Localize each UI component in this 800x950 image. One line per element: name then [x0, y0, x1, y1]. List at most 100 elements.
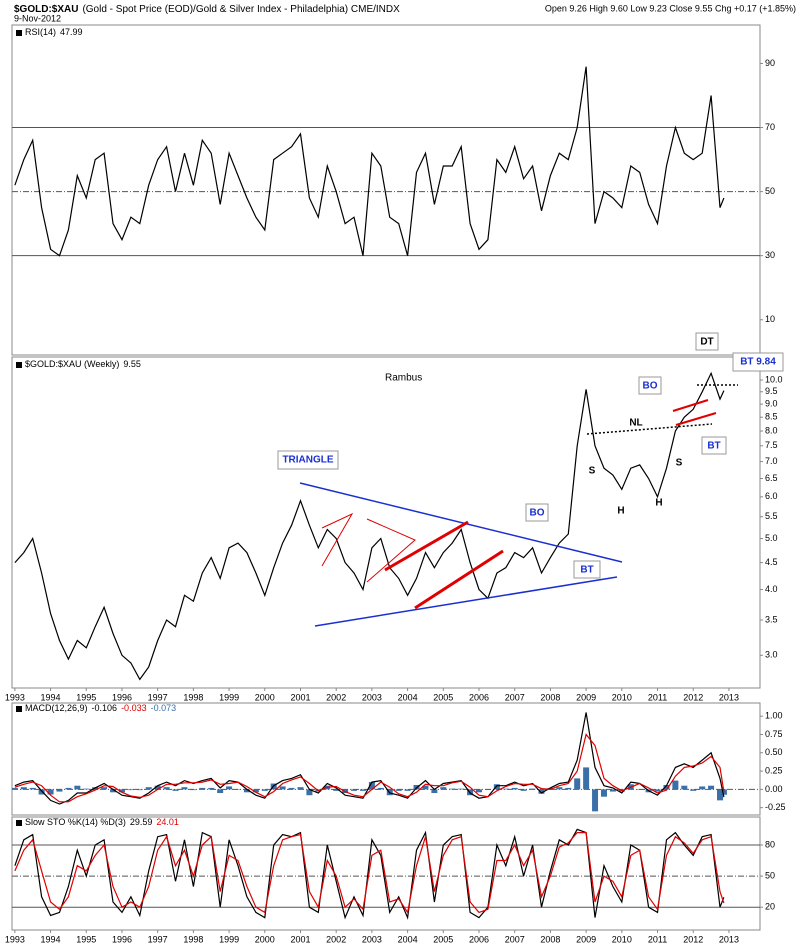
trendline: [366, 518, 416, 583]
x-tick-label: 1999: [219, 934, 239, 944]
trendline: [299, 482, 623, 563]
histogram-bar: [493, 784, 500, 790]
histogram-bar: [583, 767, 590, 790]
y-tick-label: 80: [765, 839, 775, 849]
histogram-bar: [395, 789, 402, 791]
histogram-bar: [351, 789, 358, 791]
x-tick-label: 2000: [255, 934, 275, 944]
description: (Gold - Spot Price (EOD)/Gold & Silver I…: [82, 4, 400, 15]
panel-frame: [11, 24, 761, 356]
histogram-bar: [110, 789, 117, 793]
annotation: BT 9.84: [740, 357, 776, 368]
x-tick-label: 2005: [433, 692, 453, 702]
trendline: [675, 412, 717, 426]
histogram-bar: [422, 785, 429, 790]
annotation: BT: [707, 441, 720, 452]
x-tick-label: 2011: [648, 934, 667, 944]
legend-value: -0.106: [92, 703, 118, 713]
series-line: [14, 832, 725, 914]
x-tick-label: 1997: [148, 934, 168, 944]
legend-value: 47.99: [60, 27, 83, 37]
x-tick-label: 2013: [719, 692, 739, 702]
y-tick-label: 5.0: [765, 533, 778, 543]
histogram-bar: [11, 787, 18, 790]
histogram-bar: [172, 789, 179, 791]
y-tick-label: 6.5: [765, 473, 778, 483]
histogram-bar: [306, 789, 313, 796]
histogram-bar: [208, 787, 215, 790]
x-tick-label: 2002: [326, 692, 346, 702]
histogram-bar: [708, 785, 715, 790]
histogram-bar: [672, 780, 679, 790]
x-tick-label: 2004: [398, 692, 418, 702]
annotation: S: [676, 458, 683, 469]
histogram-bar: [83, 788, 90, 790]
histogram-bar: [484, 789, 491, 790]
histogram-bar: [529, 788, 536, 790]
histogram-bar: [56, 789, 63, 792]
annotation: BO: [643, 381, 658, 392]
callout: [638, 376, 662, 395]
series-line: [14, 66, 725, 257]
y-tick-label: 9.0: [765, 398, 778, 408]
trendline: [384, 520, 469, 572]
annotation: S: [589, 466, 596, 477]
histogram-bar: [681, 785, 688, 790]
legend: MACD(12,26,9) -0.106 -0.033 -0.073: [25, 703, 176, 713]
x-tick-label: 1998: [183, 934, 203, 944]
x-tick-label: 1995: [76, 934, 96, 944]
x-tick-label: 1993: [5, 934, 25, 944]
x-tick-label: 2006: [469, 934, 489, 944]
x-tick-label: 1999: [219, 692, 239, 702]
legend-icon: [16, 30, 22, 36]
histogram-bar: [261, 789, 268, 791]
histogram-bar: [609, 789, 616, 792]
histogram-bar: [690, 789, 697, 791]
histogram-bar: [20, 787, 27, 790]
histogram-bar: [65, 787, 72, 790]
histogram-bar: [699, 786, 706, 790]
histogram-bar: [101, 787, 108, 790]
y-tick-label: 5.5: [765, 511, 778, 521]
x-tick-label: 1993: [5, 692, 25, 702]
y-tick-label: 10: [765, 314, 775, 324]
y-tick-label: 4.0: [765, 584, 778, 594]
annotation: BO: [530, 508, 545, 519]
y-tick-label: 8.5: [765, 412, 778, 422]
callout: [732, 352, 784, 372]
annotation: H: [617, 506, 624, 517]
callout: [525, 503, 549, 522]
histogram-bar: [431, 789, 438, 794]
histogram-bar: [297, 787, 304, 790]
quote: Open 9.26 High 9.60 Low 9.23 Close 9.55 …: [545, 3, 796, 13]
histogram-bar: [404, 789, 411, 791]
trendlines: [299, 384, 738, 627]
callout: [701, 436, 727, 455]
neckline: [586, 423, 713, 435]
histogram-bar: [136, 789, 143, 791]
histogram-bar: [181, 787, 188, 790]
series-line: [14, 712, 725, 805]
x-tick-label: 2008: [540, 934, 560, 944]
y-tick-label: 7.5: [765, 440, 778, 450]
x-tick-label: 2005: [433, 934, 453, 944]
legend-value: -0.033: [121, 703, 147, 713]
x-tick-label: 2006: [469, 692, 489, 702]
date: 9-Nov-2012: [14, 13, 61, 23]
callout: [573, 560, 601, 579]
legend: RSI(14) 47.99: [25, 27, 83, 37]
annotation: BT: [580, 565, 593, 576]
trendline: [414, 549, 504, 610]
y-tick-label: -0.25: [765, 802, 786, 812]
y-tick-label: 0.50: [765, 747, 783, 757]
annotation: Rambus: [385, 373, 422, 384]
x-tick-label: 2010: [612, 692, 632, 702]
y-tick-label: 50: [765, 186, 775, 196]
histogram-bar: [359, 789, 366, 791]
y-tick-label: 4.5: [765, 557, 778, 567]
x-tick-label: 2003: [362, 692, 382, 702]
legend: Slow STO %K(14) %D(3) 29.59 24.01: [25, 817, 179, 827]
histogram-bar: [279, 786, 286, 790]
y-tick-label: 9.5: [765, 386, 778, 396]
